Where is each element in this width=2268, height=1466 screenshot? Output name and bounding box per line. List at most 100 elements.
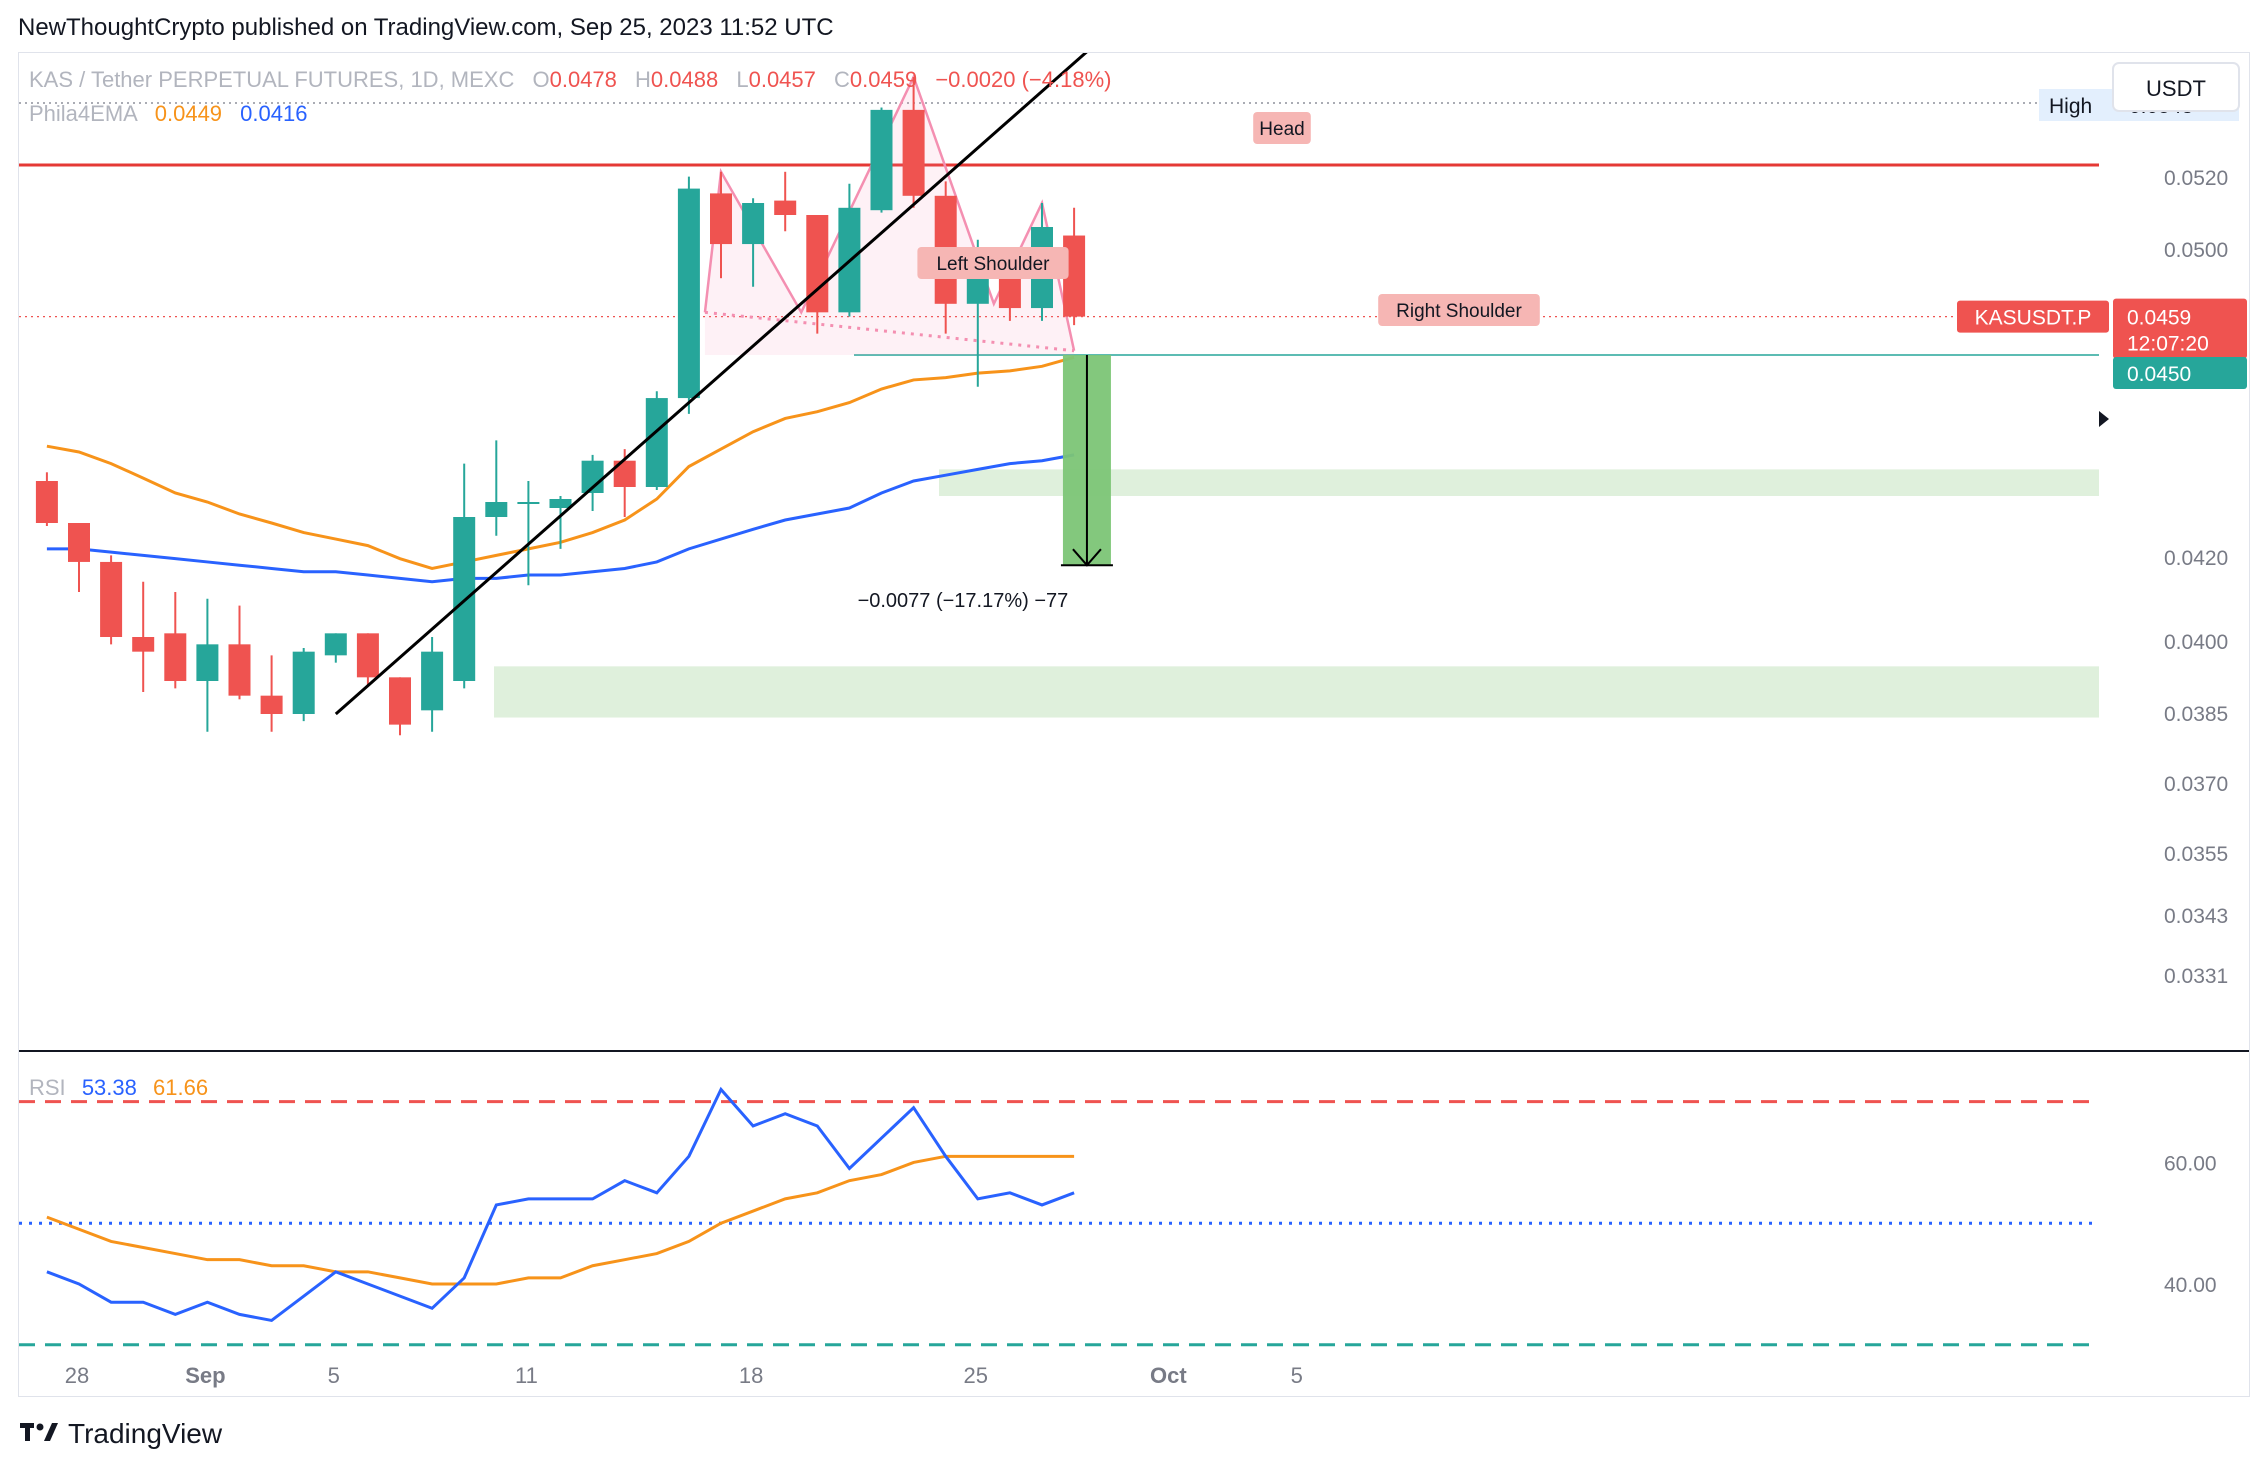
left-shoulder-label-text: Left Shoulder [936, 254, 1050, 275]
demand-zone [939, 469, 2099, 496]
demand-zones [494, 469, 2099, 718]
candles [35, 77, 1086, 736]
rsi-axis-tick: 40.00 [2164, 1274, 2217, 1297]
candle[interactable] [100, 555, 123, 645]
candle-body [35, 481, 58, 523]
candle-body [581, 460, 604, 493]
price-axis-tick: 0.0331 [2164, 965, 2228, 988]
right-shoulder-label-text: Right Shoulder [1396, 301, 1522, 322]
candle[interactable] [389, 677, 411, 736]
candle-body [485, 502, 508, 517]
head-label: Head [1253, 112, 1311, 144]
rsi-line[interactable] [46, 1086, 1075, 1323]
price-axis-tick: 0.0400 [2164, 631, 2228, 654]
rsi-ma-value: 61.66 [153, 1075, 208, 1100]
price-axis-tick: 0.0500 [2164, 239, 2228, 262]
ascending-trendline[interactable] [334, 53, 1090, 716]
price-axis-tick: 0.0343 [2164, 905, 2228, 928]
candle[interactable] [581, 454, 604, 511]
candle[interactable] [645, 391, 668, 490]
candle[interactable] [806, 215, 829, 334]
time-axis-tick: Sep [185, 1363, 225, 1388]
chart-frame[interactable]: 0.05200.05000.04800.04200.04000.03850.03… [18, 52, 2250, 1397]
head-label-bg [1253, 112, 1311, 144]
candle[interactable] [324, 633, 347, 663]
ema-slow-line[interactable] [46, 453, 1075, 584]
rsi-ma-line[interactable] [46, 1154, 1075, 1286]
candle-body [677, 188, 700, 399]
price-axis-tick: 0.0520 [2164, 167, 2228, 190]
time-axis-tick: 18 [739, 1363, 763, 1388]
candle[interactable] [35, 472, 58, 526]
candle[interactable] [132, 581, 155, 692]
candle[interactable] [356, 633, 379, 685]
candle-body [998, 269, 1021, 309]
candle-body [774, 200, 797, 215]
candle[interactable] [292, 648, 315, 722]
time-axis-tick: 5 [328, 1363, 340, 1388]
candle[interactable] [549, 496, 572, 549]
price-target-measure[interactable] [1060, 355, 1113, 567]
candle[interactable] [196, 598, 219, 732]
publisher-line: NewThoughtCrypto published on TradingVie… [18, 14, 834, 41]
chart-canvas[interactable]: 0.05200.05000.04800.04200.04000.03850.03… [19, 53, 2249, 1396]
candle[interactable] [453, 463, 476, 689]
candle-body [132, 637, 155, 652]
candle[interactable] [228, 605, 251, 700]
candle[interactable] [517, 481, 540, 586]
currency-button[interactable]: USDT [2112, 62, 2240, 112]
candle-body [100, 561, 123, 637]
candle[interactable] [164, 592, 187, 689]
annotations: −0.0077 (−17.17%) −77 Head Left Shoulder Ri… [858, 112, 1540, 612]
high-tag-label: High [2049, 95, 2092, 118]
rsi-name[interactable]: RSI [29, 1075, 66, 1100]
candle-body [228, 644, 251, 696]
candle[interactable] [710, 171, 732, 279]
close-value: 0.0459 [850, 67, 917, 92]
tradingview-logo-icon [20, 1418, 60, 1450]
price-tag: 0.0459 12:07:20 [2113, 298, 2247, 359]
trendline-group[interactable] [334, 53, 1090, 716]
candle[interactable] [742, 198, 765, 287]
ticker-tag[interactable]: KASUSDT.P [1957, 300, 2109, 333]
rsi-value: 53.38 [82, 1075, 137, 1100]
open-label: O [532, 67, 549, 92]
change-value: −0.0020 (−4.18%) [935, 67, 1111, 92]
candle[interactable] [260, 655, 283, 732]
axes: 0.05200.05000.04800.04200.04000.03850.03… [19, 89, 2249, 1388]
candle[interactable] [677, 176, 700, 414]
candle-body [421, 651, 444, 711]
price-tag-countdown: 12:07:20 [2127, 333, 2209, 356]
candle[interactable] [870, 107, 893, 213]
reference-lines [19, 102, 2099, 356]
ema-fast-value: 0.0449 [155, 101, 222, 126]
symbol-title[interactable]: KAS / Tether PERPETUAL FUTURES, 1D, MEXC [29, 67, 514, 92]
candle[interactable] [902, 77, 925, 208]
candle-body [806, 215, 829, 313]
candle-body [710, 193, 732, 245]
candle[interactable] [421, 637, 444, 732]
measure-label: −0.0077 (−17.17%) −77 [858, 590, 1069, 612]
price-axis-tick: 0.0370 [2164, 773, 2228, 796]
svg-text:KAS / Tether PERPETUAL FUTURES: KAS / Tether PERPETUAL FUTURES, 1D, MEXC… [29, 67, 1111, 92]
candle-body [870, 109, 893, 211]
candle-body [645, 398, 668, 487]
neckline-tag-value: 0.0450 [2127, 363, 2191, 386]
price-axis-tick: 0.0355 [2164, 843, 2228, 866]
candle-body [68, 523, 90, 562]
candle[interactable] [774, 171, 797, 232]
time-axis-tick: 28 [65, 1363, 89, 1388]
candle[interactable] [485, 440, 508, 536]
low-label: L [736, 67, 748, 92]
price-axis-tick: 0.0420 [2164, 547, 2228, 570]
indicator-name[interactable]: Phila4EMA [29, 101, 138, 126]
candle-body [517, 502, 540, 504]
candle-body [902, 109, 925, 196]
footer-brand[interactable]: TradingView [20, 1418, 222, 1450]
candle-body [389, 677, 411, 725]
candle-body [260, 695, 283, 714]
candle[interactable] [68, 523, 90, 592]
ticker-tag-text: KASUSDT.P [1975, 307, 2092, 330]
svg-text:Phila4EMA 0.0449 0: Phila4EMA 0.0449 0.0416 [29, 101, 307, 126]
candle-body [742, 203, 765, 245]
